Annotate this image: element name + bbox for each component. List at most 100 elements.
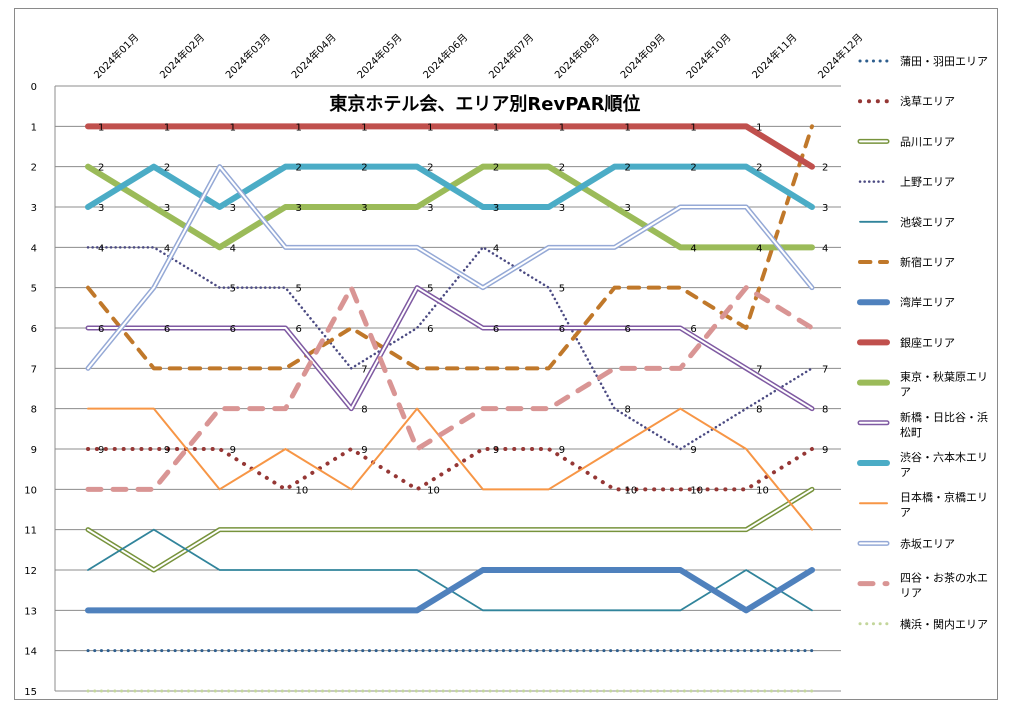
series-line — [85, 285, 815, 412]
data-label: 1 — [98, 122, 104, 133]
series-13 — [85, 164, 815, 371]
data-label: 1 — [493, 122, 499, 133]
legend-item: 赤坂エリア — [857, 537, 955, 550]
x-tick-label: 2024年10月 — [683, 31, 733, 81]
data-label: 1 — [625, 122, 631, 133]
data-label: 2 — [690, 163, 696, 174]
legend-label: 渋谷・六本木エリ — [900, 450, 988, 464]
series-lines — [85, 123, 815, 693]
series-line — [86, 246, 814, 451]
data-label: 1 — [559, 122, 565, 133]
data-label: 10 — [625, 485, 638, 496]
x-tick-label: 2024年06月 — [420, 31, 470, 81]
series-3 — [85, 486, 815, 573]
data-label: 6 — [690, 324, 696, 335]
legend-label-cont: 松町 — [900, 425, 922, 439]
y-tick-label: 15 — [24, 687, 37, 698]
legend-label: 横浜・関内エリア — [900, 617, 988, 631]
series-10 — [85, 285, 815, 412]
x-tick-label: 2024年03月 — [223, 31, 273, 81]
series-line — [85, 567, 815, 614]
legend-label: 浅草エリア — [900, 95, 955, 108]
legend-label: 上野エリア — [900, 176, 955, 189]
data-label: 3 — [164, 203, 170, 214]
data-label: 4 — [493, 243, 499, 254]
x-tick-label: 2024年09月 — [617, 31, 667, 81]
data-label: 2 — [361, 163, 367, 174]
data-label: 4 — [230, 243, 236, 254]
data-label: 4 — [164, 243, 170, 254]
y-tick-label: 8 — [31, 405, 37, 416]
data-label: 1 — [756, 122, 762, 133]
y-tick-label: 0 — [31, 82, 37, 93]
data-label: 7 — [756, 364, 762, 375]
data-label: 3 — [559, 203, 565, 214]
data-label: 6 — [98, 324, 104, 335]
data-label: 6 — [295, 324, 301, 335]
data-label: 8 — [822, 405, 828, 416]
series-line — [85, 123, 815, 170]
legend-item: 湾岸エリア — [857, 295, 955, 309]
data-label: 8 — [625, 405, 631, 416]
data-label: 4 — [756, 243, 762, 254]
y-tick-label: 10 — [24, 485, 37, 496]
data-label: 2 — [625, 163, 631, 174]
data-label: 6 — [493, 324, 499, 335]
data-label: 4 — [98, 243, 104, 254]
data-label: 1 — [230, 122, 236, 133]
series-12 — [87, 407, 813, 531]
data-label: 3 — [625, 203, 631, 214]
data-label: 2 — [98, 163, 104, 174]
data-label: 9 — [493, 445, 499, 456]
data-label: 2 — [756, 163, 762, 174]
series-line — [87, 407, 813, 531]
data-label: 4 — [822, 243, 828, 254]
y-tick-label: 1 — [31, 122, 37, 133]
x-tick-label: 2024年12月 — [815, 31, 865, 81]
x-tick-label: 2024年05月 — [354, 31, 404, 81]
legend-item: 新橋・日比谷・浜松町 — [857, 410, 988, 439]
legend-label-cont: ア — [900, 506, 911, 519]
series-line — [85, 285, 815, 492]
legend-label-cont: ア — [900, 466, 911, 479]
series-line — [85, 163, 815, 210]
series-6 — [86, 124, 814, 371]
data-labels: 9 9 9 10 9 10 9 9 10 10 10 9 4 4 5 5 7 6 4 5 8 9 8 7 1 1 1 1 1 1 1 1 1 1 1… — [98, 122, 828, 496]
legend-label: 東京・秋葉原エリ — [900, 370, 988, 384]
y-tick-label: 4 — [31, 243, 37, 254]
legend-item: 銀座エリア — [857, 335, 955, 349]
data-label: 9 — [361, 445, 367, 456]
data-label: 8 — [756, 405, 762, 416]
data-label: 2 — [822, 163, 828, 174]
legend-label: 新宿エリア — [900, 255, 955, 269]
legend-label: 新橋・日比谷・浜 — [900, 410, 988, 424]
data-label: 5 — [230, 284, 236, 295]
x-tick-label: 2024年01月 — [91, 31, 141, 81]
data-label: 9 — [164, 445, 170, 456]
data-label: 1 — [427, 122, 433, 133]
series-line-inner — [87, 286, 813, 410]
series-14 — [85, 285, 815, 492]
legend: 蒲田・羽田エリア浅草エリア品川エリア上野エリア池袋エリア新宿エリア湾岸エリア銀座… — [857, 54, 988, 631]
data-label: 3 — [427, 203, 433, 214]
chart-frame: 0 1 2 3 4 5 6 7 8 9 10 11 12 13 14 15 2024年01月 2024年02月 2… — [14, 8, 998, 700]
data-label: 2 — [427, 163, 433, 174]
data-label: 3 — [493, 203, 499, 214]
data-label: 5 — [427, 284, 433, 295]
chart-title: 東京ホテル会、エリア別RevPAR順位 — [329, 93, 640, 115]
y-tick-label: 7 — [31, 364, 37, 375]
y-tick-label: 9 — [31, 445, 37, 456]
data-label: 4 — [690, 243, 696, 254]
data-label: 9 — [822, 445, 828, 456]
data-label: 3 — [230, 203, 236, 214]
data-label: 6 — [427, 324, 433, 335]
legend-item: 浅草エリア — [858, 95, 955, 108]
y-tick-label: 3 — [31, 203, 37, 214]
data-label: 10 — [690, 485, 703, 496]
x-tick-label: 2024年02月 — [157, 31, 207, 81]
legend-label: 四谷・お茶の水エ — [900, 572, 988, 585]
y-tick-label: 11 — [24, 526, 37, 537]
